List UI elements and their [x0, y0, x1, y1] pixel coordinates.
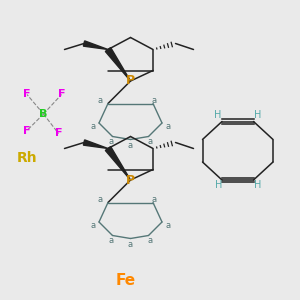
- Polygon shape: [105, 48, 130, 81]
- Text: Fe: Fe: [116, 273, 136, 288]
- Text: a: a: [147, 137, 153, 146]
- Text: a: a: [128, 141, 133, 150]
- Text: a: a: [152, 96, 157, 105]
- Text: H: H: [254, 180, 261, 190]
- Text: F: F: [23, 125, 31, 136]
- Text: F: F: [55, 128, 62, 139]
- Text: F: F: [23, 89, 31, 100]
- Text: B: B: [39, 109, 48, 119]
- Text: Rh: Rh: [17, 151, 37, 164]
- Text: a: a: [90, 221, 96, 230]
- Text: a: a: [108, 236, 114, 245]
- Text: a: a: [165, 221, 171, 230]
- Text: a: a: [165, 122, 171, 131]
- Text: a: a: [98, 96, 103, 105]
- Polygon shape: [83, 41, 108, 50]
- Text: P: P: [126, 173, 135, 187]
- Text: H: H: [214, 110, 221, 120]
- Text: F: F: [58, 89, 65, 100]
- Text: H: H: [215, 180, 222, 190]
- Text: a: a: [128, 240, 133, 249]
- Polygon shape: [83, 140, 108, 148]
- Text: P: P: [126, 74, 135, 88]
- Text: a: a: [98, 195, 103, 204]
- Polygon shape: [105, 147, 130, 180]
- Text: a: a: [90, 122, 96, 131]
- Text: a: a: [152, 195, 157, 204]
- Text: a: a: [147, 236, 153, 245]
- Text: a: a: [108, 137, 114, 146]
- Text: H: H: [254, 110, 261, 120]
